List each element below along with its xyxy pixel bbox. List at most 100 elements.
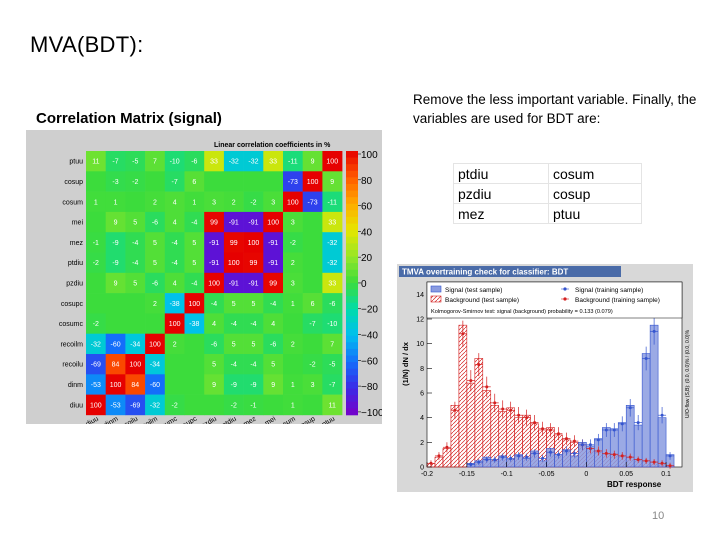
matrix-cell-value: 5 xyxy=(212,362,216,369)
signal-train-point xyxy=(485,458,489,462)
colorbar-segment xyxy=(346,230,358,238)
matrix-cell xyxy=(223,293,244,314)
matrix-cell xyxy=(223,232,244,253)
colorbar-tick-label: −60 xyxy=(361,356,378,367)
matrix-cell xyxy=(164,232,185,253)
background-train-point xyxy=(469,379,473,383)
matrix-cell-value: 9 xyxy=(311,159,315,166)
matrix-cell-value: -9 xyxy=(112,260,118,267)
background-test-bar xyxy=(466,382,476,468)
colorbar-segment xyxy=(346,289,358,297)
variables-table: ptdiu cosum pzdiu cosup mez ptuu xyxy=(453,163,642,224)
matrix-cell-value: 100 xyxy=(189,301,201,308)
matrix-cell-value: 5 xyxy=(251,301,255,308)
background-train-point xyxy=(620,454,624,458)
matrix-col-label: recoilm xyxy=(136,415,159,424)
background-train-point xyxy=(660,461,664,465)
matrix-cell-value: -2 xyxy=(250,199,256,206)
matrix-cell-value: 100 xyxy=(110,382,122,389)
colorbar-segment xyxy=(346,315,358,323)
matrix-cell xyxy=(283,272,303,294)
matrix-cell-value: 3 xyxy=(271,199,275,206)
matrix-cell-value: -69 xyxy=(130,402,140,409)
matrix-cell xyxy=(105,293,126,314)
background-train-point xyxy=(437,454,441,458)
colorbar-segment xyxy=(346,190,358,198)
matrix-cell xyxy=(125,272,146,294)
matrix-cell-value: 99 xyxy=(269,280,277,287)
matrix-cell-value: -4 xyxy=(231,321,237,328)
matrix-cell xyxy=(204,354,225,375)
matrix-cell-value: 4 xyxy=(212,321,216,328)
signal-train-point xyxy=(525,455,529,459)
matrix-cell-value: -53 xyxy=(91,382,101,389)
matrix-cell xyxy=(302,394,323,416)
matrix-cell-value: 99 xyxy=(210,220,218,227)
matrix-cell-value: -91 xyxy=(209,260,219,267)
matrix-cell xyxy=(184,354,205,375)
matrix-cell-value: -91 xyxy=(248,280,258,287)
matrix-cell-value: -2 xyxy=(93,260,99,267)
matrix-cell xyxy=(263,191,284,213)
table-cell: cosup xyxy=(548,183,642,204)
matrix-cell-value: 3 xyxy=(311,382,315,389)
matrix-cell xyxy=(145,191,166,213)
matrix-col-label: recoilu xyxy=(118,416,139,424)
matrix-cell-value: 5 xyxy=(153,260,157,267)
matrix-cell xyxy=(204,191,225,213)
matrix-cell-value: -32 xyxy=(229,159,239,166)
matrix-cell xyxy=(263,354,284,375)
matrix-cell-value: -7 xyxy=(172,179,178,186)
matrix-cell-value: -5 xyxy=(329,362,335,369)
matrix-cell-value: -1 xyxy=(250,402,256,409)
background-train-point xyxy=(636,458,640,462)
matrix-cell xyxy=(145,313,166,334)
matrix-cell xyxy=(302,313,323,334)
matrix-cell xyxy=(263,374,284,395)
matrix-cell-value: 2 xyxy=(173,341,177,348)
table-row: pzdiu cosup xyxy=(453,183,642,204)
colorbar-tick-label: 20 xyxy=(361,253,373,264)
matrix-cell xyxy=(263,151,284,172)
matrix-cell-value: 3 xyxy=(212,199,216,206)
matrix-cell xyxy=(223,211,244,233)
background-train-point xyxy=(612,453,616,457)
matrix-cell xyxy=(164,354,185,375)
matrix-cell-value: -60 xyxy=(110,341,120,348)
background-train-point xyxy=(628,455,632,459)
matrix-cell-value: 1 xyxy=(114,199,118,206)
matrix-cell-value: -32 xyxy=(248,159,258,166)
table-row: mez ptuu xyxy=(453,203,642,224)
matrix-cell-value: 100 xyxy=(228,260,240,267)
colorbar-segment xyxy=(346,401,358,409)
matrix-row-label: recoilm xyxy=(60,341,83,348)
matrix-cell-value: -73 xyxy=(288,179,298,186)
matrix-cell xyxy=(322,191,343,213)
matrix-cell xyxy=(283,211,303,233)
matrix-cell xyxy=(125,151,146,172)
matrix-col-label: dinm xyxy=(103,415,120,424)
y-tick-label: 6 xyxy=(420,391,424,398)
matrix-cell xyxy=(283,171,303,192)
matrix-cell-value: -6 xyxy=(191,159,197,166)
matrix-cell-value: 2 xyxy=(291,260,295,267)
matrix-cell-value: 2 xyxy=(153,301,157,308)
matrix-cell xyxy=(243,272,264,294)
matrix-cell xyxy=(86,191,106,213)
colorbar-segment xyxy=(346,395,358,403)
matrix-cell xyxy=(263,211,284,233)
colorbar-segment xyxy=(346,342,358,350)
x-axis-label: BDT response xyxy=(607,480,662,489)
matrix-row-label: cosupc xyxy=(61,301,84,308)
matrix-cell-value: 100 xyxy=(326,159,338,166)
matrix-cell-value: 5 xyxy=(133,220,137,227)
matrix-cell xyxy=(86,211,106,233)
table-row: ptdiu cosum xyxy=(453,163,642,184)
matrix-cell xyxy=(223,171,244,192)
signal-train-point xyxy=(549,450,553,454)
matrix-cell xyxy=(322,171,343,192)
matrix-cell xyxy=(243,191,264,213)
matrix-cell-value: -4 xyxy=(231,362,237,369)
matrix-cell xyxy=(164,171,185,192)
matrix-cell-value: 100 xyxy=(248,240,260,247)
